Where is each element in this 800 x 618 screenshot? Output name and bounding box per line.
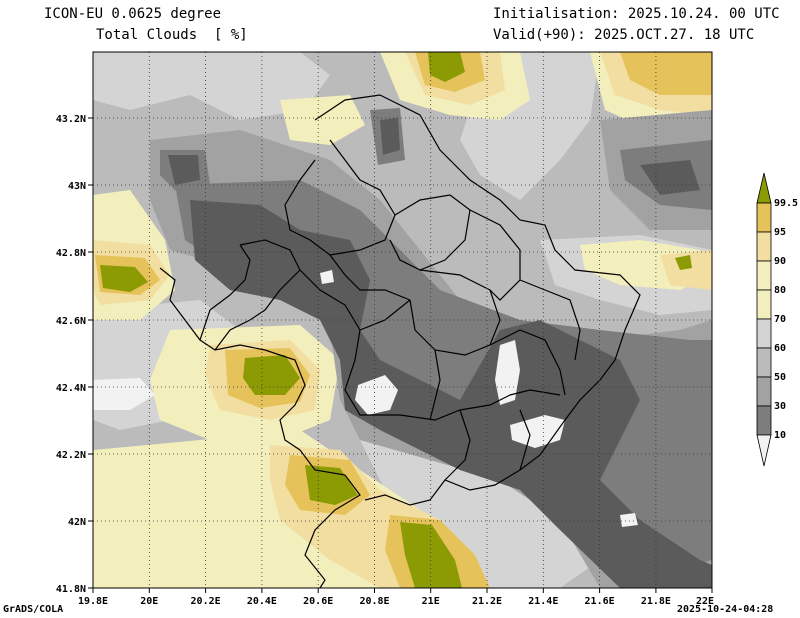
variable-title: Total Clouds [ %] bbox=[96, 27, 248, 43]
region-border bbox=[239, 239, 561, 421]
lat-label: 43N bbox=[68, 181, 86, 192]
initialisation-text: Initialisation: 2025.10.24. 00 UTC bbox=[493, 6, 780, 22]
lat-label: 43.2N bbox=[56, 114, 86, 125]
cloud-zone-80 bbox=[280, 95, 365, 145]
cloud-zone-clear bbox=[93, 378, 155, 410]
colorbar-label: 80 bbox=[774, 285, 786, 296]
lat-label: 41.8N bbox=[56, 584, 86, 595]
region-border bbox=[444, 409, 531, 481]
region-border bbox=[199, 244, 251, 341]
colorbar-box-80 bbox=[756, 260, 772, 291]
cloud-zone-clear bbox=[355, 375, 398, 415]
colorbar-label: 60 bbox=[774, 343, 786, 354]
lon-label: 20.6E bbox=[303, 596, 333, 607]
region-border bbox=[469, 209, 581, 361]
colorbar-box-95 bbox=[756, 202, 772, 233]
colorbar-label: 70 bbox=[774, 314, 786, 325]
lon-label: 20.4E bbox=[247, 596, 277, 607]
colorbar-label: 10 bbox=[774, 430, 786, 441]
colorbar-label: 50 bbox=[774, 372, 786, 383]
country-border bbox=[159, 267, 361, 588]
model-title: ICON-EU 0.0625 degree bbox=[44, 6, 222, 22]
cloud-zone-99 bbox=[243, 355, 300, 395]
colorbar-box-50 bbox=[756, 347, 772, 378]
valid-time-text: Valid(+90): 2025.OCT.27. 18 UTC bbox=[493, 27, 755, 43]
lat-label: 42.4N bbox=[56, 383, 86, 394]
render-timestamp: 2025-10-24-04:28 bbox=[677, 604, 774, 615]
lon-label: 21E bbox=[422, 596, 440, 607]
border-lines bbox=[159, 94, 641, 588]
colorbar-label: 90 bbox=[774, 256, 786, 267]
lon-label: 20.8E bbox=[359, 596, 389, 607]
region-border bbox=[214, 269, 301, 351]
colorbar bbox=[756, 172, 772, 467]
colorbar-box-90 bbox=[756, 231, 772, 262]
colorbar-label: 30 bbox=[774, 401, 786, 412]
cloud-zone-clear bbox=[495, 340, 520, 405]
cloud-zone-95 bbox=[620, 52, 712, 95]
region-border bbox=[389, 194, 471, 271]
lon-labels: 19.8E 20E 20.2E 20.4E 20.6E 20.8E 21E 21… bbox=[78, 596, 714, 607]
lon-axis bbox=[92, 588, 713, 593]
lat-labels: 43.2N 43N 42.8N 42.6N 42.4N 42.2N 42N 41… bbox=[56, 114, 86, 595]
region-border bbox=[329, 254, 411, 301]
lon-label: 21.8E bbox=[641, 596, 671, 607]
cloud-zone-99 bbox=[305, 465, 358, 505]
colorbar-labels: 99.5 95 90 80 70 60 50 30 10 bbox=[774, 198, 798, 441]
cloud-zone-clear bbox=[620, 513, 638, 527]
colorbar-box-60 bbox=[756, 318, 772, 349]
colorbar-top-arrow bbox=[756, 172, 772, 204]
lon-label: 20E bbox=[140, 596, 158, 607]
lon-label: 21.6E bbox=[585, 596, 615, 607]
colorbar-label: 95 bbox=[774, 227, 786, 238]
cloud-zone-70 bbox=[93, 52, 330, 120]
software-credit: GrADS/COLA bbox=[3, 604, 64, 615]
cloud-zone-99 bbox=[400, 522, 462, 588]
lat-label: 42.8N bbox=[56, 248, 86, 259]
lon-label: 20.2E bbox=[191, 596, 221, 607]
lon-label: 19.8E bbox=[78, 596, 108, 607]
lat-label: 42N bbox=[68, 517, 86, 528]
lat-label: 42.6N bbox=[56, 316, 86, 327]
lat-label: 42.2N bbox=[56, 450, 86, 461]
colorbar-bottom-arrow bbox=[756, 434, 772, 467]
colorbar-box-30 bbox=[756, 376, 772, 407]
cloud-zone-10 bbox=[168, 155, 200, 185]
colorbar-box-10 bbox=[756, 405, 772, 436]
colorbar-label: 99.5 bbox=[774, 198, 798, 209]
lon-label: 21.4E bbox=[528, 596, 558, 607]
cloud-zone-90 bbox=[660, 250, 712, 290]
lon-label: 22E bbox=[696, 596, 714, 607]
graticule bbox=[93, 52, 712, 588]
cloud-zone-10 bbox=[640, 160, 700, 195]
lon-label: 21.2E bbox=[472, 596, 502, 607]
cloud-zone-clear bbox=[320, 270, 334, 284]
cloud-zone-99 bbox=[428, 52, 465, 82]
cloud-zone-99 bbox=[675, 255, 692, 270]
region-border bbox=[284, 139, 396, 256]
cloud-zone-70 bbox=[360, 435, 600, 588]
lat-axis bbox=[88, 117, 93, 589]
cloud-zone-10 bbox=[380, 118, 400, 155]
country-border bbox=[314, 94, 641, 506]
colorbar-box-70 bbox=[756, 289, 772, 320]
cloud-zone-99 bbox=[100, 265, 148, 292]
cloud-zone-10 bbox=[190, 200, 712, 588]
